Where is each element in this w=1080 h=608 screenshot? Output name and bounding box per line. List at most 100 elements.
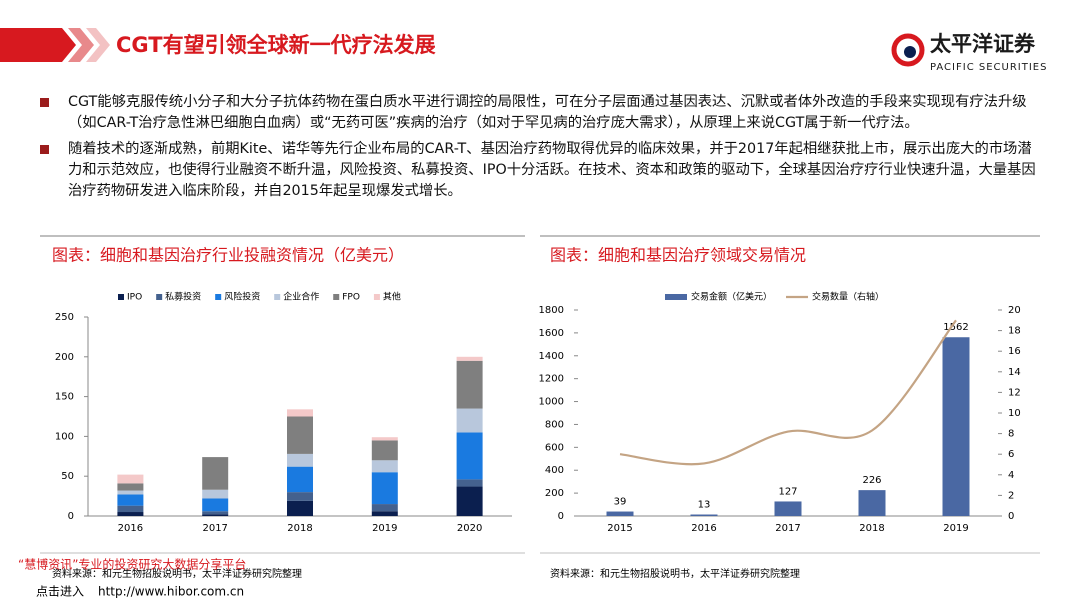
bar	[117, 494, 144, 506]
x-tick-label: 2016	[691, 523, 716, 534]
y-tick-label: 800	[545, 419, 564, 430]
bar	[456, 360, 483, 409]
legend-swatch	[665, 294, 687, 300]
bar	[942, 337, 970, 516]
legend-label: 交易数量（右轴）	[812, 291, 884, 303]
chart-source: 资料来源：和元生物招股说明书，太平洋证券研究院整理	[550, 567, 800, 580]
watermark: 点击进入	[36, 585, 84, 599]
x-tick-label: 2019	[943, 523, 968, 534]
bar	[202, 498, 229, 512]
y2-tick-label: 10	[1008, 408, 1021, 419]
bar	[456, 432, 483, 480]
bar	[371, 460, 398, 473]
bar	[287, 416, 313, 454]
x-tick-label: 2020	[457, 523, 482, 534]
bullet-list: CGT能够克服传统小分子和大分子抗体药物在蛋白质水平进行调控的局限性，可在分子层…	[40, 92, 1040, 207]
bar	[117, 474, 144, 484]
bar	[456, 479, 483, 487]
bar	[287, 409, 313, 417]
legend-label: 私募投资	[165, 291, 201, 303]
x-tick-label: 2016	[118, 523, 143, 534]
bar	[287, 453, 313, 467]
legend-label: FPO	[342, 293, 360, 303]
bar	[202, 489, 229, 499]
data-label: 39	[614, 497, 627, 508]
y-tick-label: 200	[545, 488, 564, 499]
data-label: 13	[698, 500, 711, 511]
y2-tick-label: 14	[1008, 367, 1021, 378]
legend-label: 风险投资	[224, 291, 260, 303]
y-tick-label: 50	[61, 471, 74, 482]
legend-swatch	[333, 294, 340, 300]
y2-tick-label: 18	[1008, 326, 1021, 337]
legend-swatch	[156, 294, 163, 300]
y2-tick-label: 4	[1008, 470, 1014, 481]
bar	[202, 511, 229, 515]
slide-title: CGT有望引领全球新一代疗法发展	[116, 33, 436, 57]
header-chevron	[68, 28, 94, 62]
bar	[456, 486, 483, 516]
bar	[371, 511, 398, 516]
bar	[117, 490, 144, 495]
legend-swatch	[215, 294, 222, 300]
y-tick-label: 1800	[539, 305, 564, 316]
legend-swatch	[274, 294, 281, 300]
bar	[456, 356, 483, 361]
bar	[371, 504, 398, 512]
bar	[690, 514, 718, 516]
bar	[117, 505, 144, 513]
y-tick-label: 0	[68, 511, 74, 522]
y-tick-label: 150	[55, 392, 74, 403]
x-tick-label: 2018	[287, 523, 312, 534]
y2-tick-label: 6	[1008, 449, 1014, 460]
bar	[774, 501, 802, 516]
x-tick-label: 2017	[775, 523, 800, 534]
y-tick-label: 1000	[539, 397, 564, 408]
chart-source: 资料来源：和元生物招股说明书，太平洋证券研究院整理	[52, 567, 302, 580]
bar	[117, 512, 144, 516]
y2-tick-label: 2	[1008, 490, 1014, 501]
watermark-url: http://www.hibor.com.cn	[98, 585, 244, 599]
bar	[287, 500, 313, 516]
x-tick-label: 2018	[859, 523, 884, 534]
charts: 图表：细胞和基因治疗行业投融资情况（亿美元） 资料来源：和元生物招股说明书，太平洋…	[52, 246, 1021, 581]
y2-tick-label: 20	[1008, 305, 1021, 316]
bar	[202, 514, 229, 516]
legend-label: 企业合作	[283, 291, 319, 303]
y-tick-label: 1200	[539, 374, 564, 385]
y-tick-label: 600	[545, 442, 564, 453]
bullet: CGT能够克服传统小分子和大分子抗体药物在蛋白质水平进行调控的局限性，可在分子层…	[40, 92, 1040, 134]
y-tick-label: 200	[55, 352, 74, 363]
x-tick-label: 2015	[607, 523, 632, 534]
legend-label: 其他	[383, 291, 401, 303]
y-tick-label: 100	[55, 431, 74, 442]
logo-mark	[904, 46, 916, 58]
y2-tick-label: 0	[1008, 511, 1014, 522]
legend-label: 交易金额（亿美元）	[691, 291, 772, 303]
logo-name: 太平洋证券	[930, 32, 1036, 56]
y-tick-label: 0	[558, 511, 564, 522]
bullet: 随着技术的逐渐成熟，前期Kite、诺华等先行企业布局的CAR-T、基因治疗药物取…	[40, 139, 1040, 202]
x-tick-label: 2017	[202, 523, 227, 534]
x-tick-label: 2019	[372, 523, 397, 534]
header-band	[0, 28, 76, 62]
bar	[287, 492, 313, 501]
bar	[606, 511, 634, 516]
legend-swatch	[118, 294, 124, 300]
logo-name-en: PACIFIC SECURITIES	[930, 62, 1047, 73]
y-tick-label: 1400	[539, 351, 564, 362]
y2-tick-label: 12	[1008, 387, 1021, 398]
header-chevron	[86, 28, 110, 62]
logo-mark	[891, 33, 925, 67]
y2-tick-label: 8	[1008, 429, 1014, 440]
watermark: “慧博资讯”专业的投资研究大数据分享平台	[18, 557, 246, 572]
legend-swatch	[373, 294, 380, 300]
data-label: 1562	[943, 322, 968, 333]
bar	[371, 437, 398, 441]
line-series	[619, 319, 957, 466]
y2-tick-label: 16	[1008, 346, 1021, 357]
bar	[858, 490, 886, 516]
data-label: 127	[778, 486, 797, 497]
y-tick-label: 1600	[539, 328, 564, 339]
